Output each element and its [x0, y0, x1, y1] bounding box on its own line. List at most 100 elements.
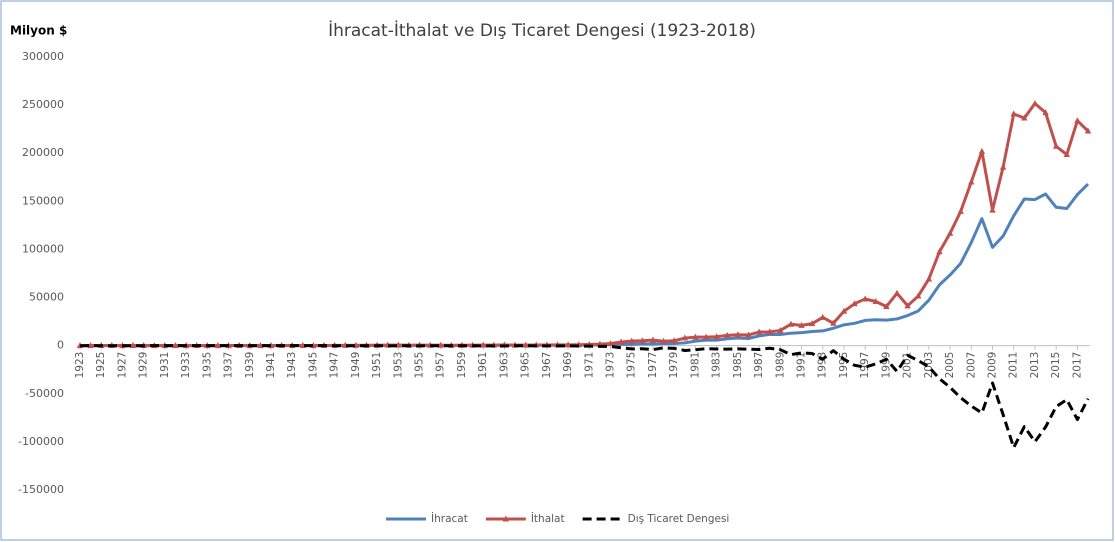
x-tick-label: 1965 — [520, 352, 532, 379]
series-marker — [660, 337, 667, 344]
series-marker — [724, 331, 731, 338]
series-marker — [957, 207, 964, 214]
series-marker — [808, 320, 816, 327]
x-tick-label: 1931 — [159, 352, 171, 379]
series-marker — [639, 337, 646, 344]
y-tick-label: 0 — [57, 339, 64, 352]
x-tick-label: 1943 — [286, 352, 298, 379]
series-marker — [893, 289, 901, 296]
series-marker — [480, 341, 487, 348]
x-tick-label: 1951 — [371, 352, 383, 379]
y-tick-label: -100000 — [18, 435, 64, 448]
series-marker — [734, 331, 742, 338]
series-marker — [925, 275, 933, 282]
series-marker — [830, 319, 837, 326]
series-marker — [702, 333, 710, 340]
x-tick-label: 2009 — [987, 352, 999, 379]
series-marker — [861, 295, 869, 302]
series-marker — [872, 297, 879, 304]
series-marker — [946, 229, 954, 236]
series-marker — [1010, 110, 1017, 117]
series-marker — [904, 302, 911, 309]
series-marker — [883, 303, 890, 310]
series-marker — [840, 307, 848, 314]
y-tick-label: -50000 — [25, 387, 64, 400]
x-tick-label: 1969 — [562, 352, 574, 379]
series-line — [79, 344, 1090, 450]
x-tick-label: 1957 — [435, 352, 447, 379]
x-tick-label: 1989 — [774, 352, 786, 379]
series-marker — [522, 341, 529, 348]
series-marker — [745, 331, 752, 338]
series-marker — [692, 333, 699, 340]
series-marker — [915, 292, 922, 299]
legend-label: İhracat — [431, 512, 468, 525]
series-marker — [713, 333, 720, 340]
y-tick-label: 50000 — [29, 291, 64, 304]
series-marker — [999, 163, 1007, 170]
y-axis-label: Milyon $ — [10, 24, 67, 38]
y-tick-label: 300000 — [22, 50, 64, 63]
x-tick-label: 1967 — [541, 352, 553, 379]
series-marker — [787, 320, 795, 327]
x-tick-label: 1975 — [626, 352, 638, 379]
series-marker — [1052, 142, 1060, 149]
x-tick-label: 1991 — [796, 352, 808, 379]
series-marker — [798, 321, 805, 328]
series-marker — [968, 178, 975, 185]
series-marker — [129, 342, 137, 349]
x-tick-label: 1983 — [711, 352, 723, 379]
legend: İhracat İthalat Dış Ticaret Dengesi — [386, 512, 729, 525]
x-tick-label: 1971 — [583, 352, 595, 379]
x-tick-label: 2007 — [965, 352, 977, 379]
x-tick-label: 2017 — [1071, 352, 1083, 379]
y-tick-label: 200000 — [22, 146, 64, 159]
x-tick-label: 1985 — [732, 352, 744, 379]
x-tick-label: 1937 — [223, 352, 235, 379]
y-tick-label: 250000 — [22, 98, 64, 111]
y-tick-label: -150000 — [18, 483, 64, 496]
series-marker — [989, 206, 996, 213]
x-tick-label: 1997 — [859, 352, 871, 379]
series-marker — [649, 336, 657, 343]
series-marker — [564, 341, 572, 348]
x-tick-label: 1999 — [880, 352, 892, 379]
x-tick-label: 1977 — [647, 352, 659, 379]
series-marker — [1031, 100, 1039, 107]
series-marker — [1084, 127, 1092, 134]
series-marker — [851, 300, 858, 307]
x-tick-label: 1925 — [95, 352, 107, 379]
series-marker — [819, 313, 826, 320]
x-tick-label: 1947 — [329, 352, 341, 379]
x-tick-label: 1961 — [477, 352, 489, 379]
y-tick-label: 150000 — [22, 194, 64, 207]
x-tick-label: 1941 — [265, 352, 277, 379]
x-tick-label: 1987 — [753, 352, 765, 379]
series-marker — [670, 337, 678, 344]
series-marker — [87, 342, 94, 349]
x-tick-label: 1953 — [392, 352, 404, 379]
series-marker — [681, 334, 688, 341]
series-marker — [755, 328, 763, 335]
chart-title: İhracat-İthalat ve Dış Ticaret Dengesi (… — [328, 20, 756, 41]
series-marker — [257, 342, 264, 349]
x-tick-label: 1959 — [456, 352, 468, 379]
series-marker — [607, 340, 614, 347]
y-tick-label: 100000 — [22, 242, 64, 255]
x-tick-label: 1929 — [138, 352, 150, 379]
series-marker — [1063, 151, 1070, 158]
series-marker — [628, 337, 635, 344]
x-tick-label: 1973 — [605, 352, 617, 379]
series-marker — [978, 147, 986, 154]
x-tick-label: 1993 — [817, 352, 829, 379]
series-marker — [617, 338, 625, 345]
series-marker — [766, 328, 773, 335]
x-tick-label: 1995 — [838, 352, 850, 379]
series-marker — [437, 341, 444, 348]
x-tick-label: 1939 — [244, 352, 256, 379]
legend-label: Dış Ticaret Dengesi — [628, 513, 730, 525]
x-tick-label: 1949 — [350, 352, 362, 379]
x-tick-label: 1955 — [414, 352, 426, 379]
